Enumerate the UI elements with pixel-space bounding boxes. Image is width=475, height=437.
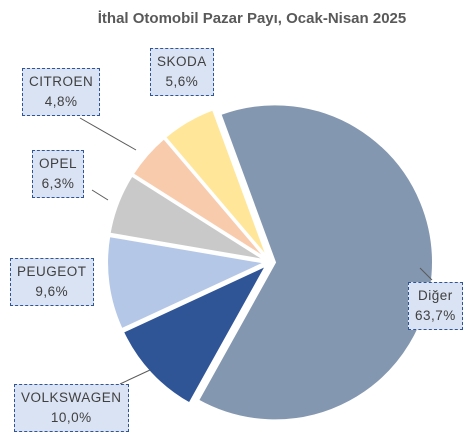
leader-line [119,369,151,385]
label-value: 5,6% [165,74,199,89]
pie-slice [121,263,269,405]
label-value: 6,3% [41,176,75,191]
label-name: Diğer [418,288,453,303]
pie-slice [108,174,266,262]
chart-title: İthal Otomobil Pazar Payı, Ocak-Nisan 20… [97,10,407,27]
data-label: OPEL 6,3% [32,150,85,198]
data-label: SKODA 5,6% [150,48,214,96]
pie-slice [196,103,434,422]
label-name: PEUGEOT [17,264,87,279]
leader-line [79,117,137,151]
data-label: PEUGEOT 9,6% [10,258,94,306]
leader-line [419,267,433,281]
leader-line [91,189,109,201]
data-label: CITROEN 4,8% [22,68,101,116]
data-label: Diğer 63,7% [408,282,463,330]
pie-slice [131,136,267,260]
label-name: CITROEN [29,74,94,89]
data-label: VOLKSWAGEN 10,0% [14,384,129,432]
label-name: OPEL [39,156,78,171]
label-value: 10,0% [50,410,92,425]
label-value: 4,8% [44,94,78,109]
label-value: 9,6% [35,284,69,299]
label-value: 63,7% [415,308,456,323]
label-name: VOLKSWAGEN [21,390,122,405]
label-name: SKODA [157,54,207,69]
pie-slice [106,234,269,331]
pie-slice [163,108,269,259]
